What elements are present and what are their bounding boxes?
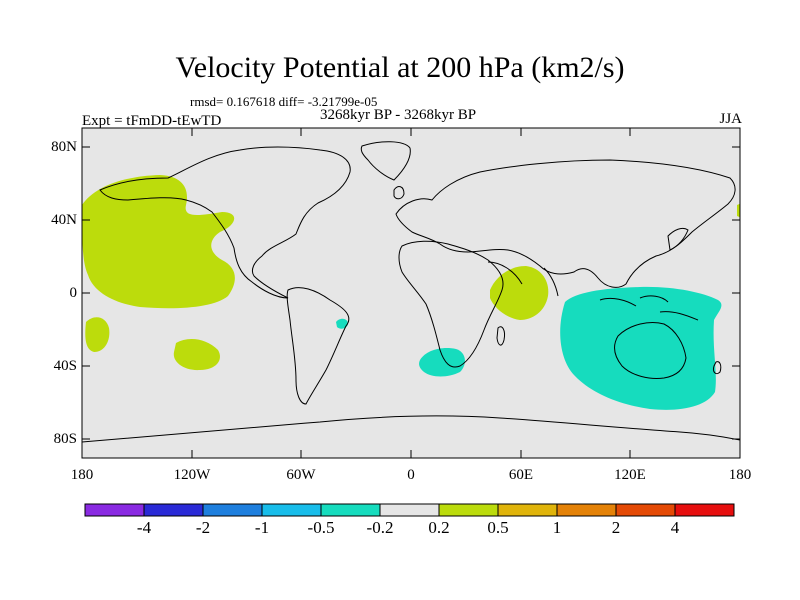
colorbar-label: 0.5 [487,518,509,537]
colorbar-label: 2 [611,518,621,537]
colorbar-swatch [202,503,263,517]
lat-label-40n: 40N [51,212,77,228]
lon-label-120e: 120E [614,467,646,483]
coastlines [82,141,740,443]
season-label: JJA [719,111,742,127]
anomaly-region-south-pacific-west [85,317,110,352]
lon-label-60w: 60W [286,467,316,483]
anomaly-region-arabian-sea [490,266,549,320]
colorbar-swatch [379,503,440,517]
anomaly-region-dateline-edge [737,203,740,218]
colorbar-swatch [556,503,617,517]
lat-label-0: 0 [69,285,78,301]
figure-title: Velocity Potential at 200 hPa (km2/s) [175,51,625,84]
lon-label-60e: 60E [508,467,534,483]
colorbar-swatch [320,503,381,517]
anomaly-region-east-brazil [336,318,348,329]
lon-label-0: 0 [407,467,415,483]
period-label: 3268kyr BP - 3268kyr BP [320,107,477,123]
anomaly-region-north-pacific [82,175,235,309]
lon-label-180e: 180 [728,467,752,483]
lat-label-40s: 40S [53,358,77,374]
anomaly-region-maritime-australia [560,286,722,410]
colorbar-swatch [497,503,558,517]
lat-label-80s: 80S [53,431,77,447]
lon-label-180w: 180 [70,467,94,483]
lat-label-80n: 80N [51,139,77,155]
experiment-label: Expt = tFmDD-tEwTD [82,113,222,129]
anomaly-region-south-africa [419,348,465,377]
colorbar-label: -2 [195,518,211,537]
colorbar-label: -1 [254,518,270,537]
colorbar-swatch [674,503,735,517]
colorbar-label: 1 [552,518,562,537]
colorbar-label: 0.2 [428,518,450,537]
lon-label-120w: 120W [173,467,211,483]
colorbar-swatch [143,503,204,517]
colorbar [84,503,735,517]
colorbar-label: -0.5 [307,518,335,537]
colorbar-swatch [84,503,145,517]
colorbar-swatch [261,503,322,517]
colorbar-label: -0.2 [366,518,394,537]
colorbar-swatch [438,503,499,517]
colorbar-swatch [615,503,676,517]
axis-ticks [81,128,741,458]
stats-text: rmsd= 0.167618 diff= -3.21799e-05 [190,94,378,109]
anomaly-region-south-pacific-east [173,338,220,371]
colorbar-label: 4 [670,518,680,537]
colorbar-label: -4 [136,518,152,537]
